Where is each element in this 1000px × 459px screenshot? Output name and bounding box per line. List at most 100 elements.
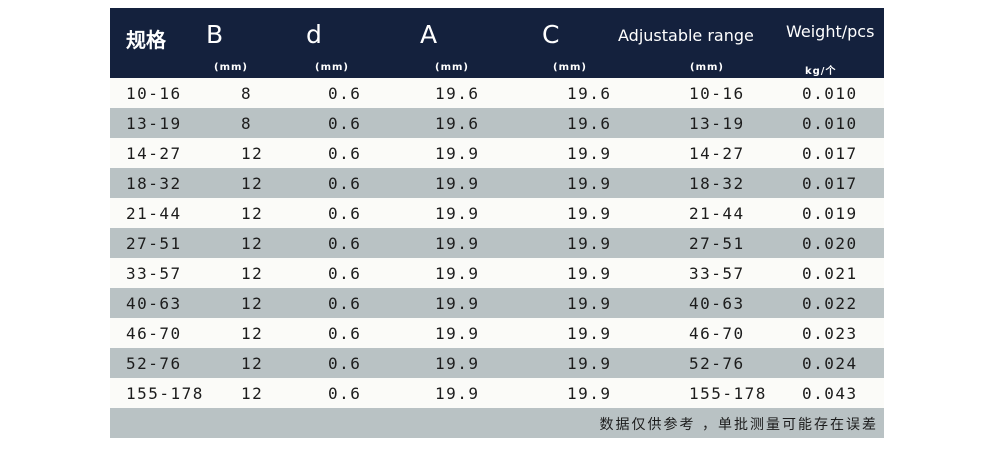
- cell-weight: 0.010: [802, 114, 858, 133]
- cell-c: 19.9: [567, 264, 612, 283]
- cell-weight: 0.021: [802, 264, 858, 283]
- cell-d: 0.6: [328, 84, 362, 103]
- cell-spec: 33-57: [126, 264, 182, 283]
- table-row: 40-63 12 0.6 19.9 19.9 40-63 0.022: [110, 288, 884, 318]
- cell-spec: 27-51: [126, 234, 182, 253]
- cell-range: 18-32: [689, 174, 745, 193]
- cell-a: 19.9: [435, 294, 480, 313]
- cell-b: 12: [241, 234, 264, 253]
- table-header: 规格 B d A C Adjustable range Weight/pcs (…: [110, 8, 884, 78]
- cell-d: 0.6: [328, 144, 362, 163]
- cell-c: 19.6: [567, 114, 612, 133]
- cell-range: 14-27: [689, 144, 745, 163]
- unit-c: (mm): [553, 62, 587, 73]
- cell-b: 12: [241, 174, 264, 193]
- table-row: 33-57 12 0.6 19.9 19.9 33-57 0.021: [110, 258, 884, 288]
- cell-d: 0.6: [328, 174, 362, 193]
- cell-c: 19.9: [567, 234, 612, 253]
- header-spec: 规格: [126, 28, 166, 52]
- cell-spec: 10-16: [126, 84, 182, 103]
- cell-a: 19.9: [435, 264, 480, 283]
- cell-c: 19.6: [567, 84, 612, 103]
- table-row: 46-70 12 0.6 19.9 19.9 46-70 0.023: [110, 318, 884, 348]
- cell-a: 19.9: [435, 144, 480, 163]
- cell-b: 8: [241, 84, 253, 103]
- cell-b: 12: [241, 384, 264, 403]
- cell-b: 8: [241, 114, 253, 133]
- cell-weight: 0.010: [802, 84, 858, 103]
- table-row: 10-16 8 0.6 19.6 19.6 10-16 0.010: [110, 78, 884, 108]
- cell-b: 12: [241, 264, 264, 283]
- cell-d: 0.6: [328, 234, 362, 253]
- cell-a: 19.9: [435, 354, 480, 373]
- cell-range: 21-44: [689, 204, 745, 223]
- cell-weight: 0.043: [802, 384, 858, 403]
- cell-range: 52-76: [689, 354, 745, 373]
- cell-spec: 18-32: [126, 174, 182, 193]
- cell-d: 0.6: [328, 114, 362, 133]
- cell-spec: 40-63: [126, 294, 182, 313]
- unit-d: (mm): [315, 62, 349, 73]
- cell-d: 0.6: [328, 324, 362, 343]
- cell-b: 12: [241, 204, 264, 223]
- cell-b: 12: [241, 144, 264, 163]
- cell-c: 19.9: [567, 174, 612, 193]
- cell-d: 0.6: [328, 204, 362, 223]
- cell-range: 46-70: [689, 324, 745, 343]
- cell-weight: 0.024: [802, 354, 858, 373]
- cell-a: 19.6: [435, 114, 480, 133]
- cell-c: 19.9: [567, 354, 612, 373]
- cell-weight: 0.019: [802, 204, 858, 223]
- cell-weight: 0.022: [802, 294, 858, 313]
- cell-range: 27-51: [689, 234, 745, 253]
- table-row: 155-178 12 0.6 19.9 19.9 155-178 0.043: [110, 378, 884, 408]
- cell-d: 0.6: [328, 354, 362, 373]
- cell-range: 10-16: [689, 84, 745, 103]
- cell-weight: 0.017: [802, 144, 858, 163]
- table-row: 13-19 8 0.6 19.6 19.6 13-19 0.010: [110, 108, 884, 138]
- cell-spec: 13-19: [126, 114, 182, 133]
- cell-a: 19.9: [435, 174, 480, 193]
- table-row: 14-27 12 0.6 19.9 19.9 14-27 0.017: [110, 138, 884, 168]
- cell-c: 19.9: [567, 204, 612, 223]
- table-row: 21-44 12 0.6 19.9 19.9 21-44 0.019: [110, 198, 884, 228]
- header-d: d: [306, 20, 322, 49]
- cell-spec: 46-70: [126, 324, 182, 343]
- header-a: A: [420, 20, 438, 49]
- cell-c: 19.9: [567, 324, 612, 343]
- table-footer: 数据仅供参考 ，单批测量可能存在误差: [110, 408, 884, 438]
- cell-b: 12: [241, 294, 264, 313]
- cell-b: 12: [241, 324, 264, 343]
- unit-b: (mm): [214, 62, 248, 73]
- cell-c: 19.9: [567, 384, 612, 403]
- cell-weight: 0.017: [802, 174, 858, 193]
- cell-d: 0.6: [328, 264, 362, 283]
- cell-range: 13-19: [689, 114, 745, 133]
- header-c: C: [542, 20, 560, 49]
- cell-a: 19.9: [435, 234, 480, 253]
- header-b: B: [206, 20, 224, 49]
- unit-weight: kg/个: [805, 66, 837, 77]
- header-weight: Weight/pcs: [786, 22, 875, 41]
- cell-spec: 21-44: [126, 204, 182, 223]
- cell-range: 33-57: [689, 264, 745, 283]
- table-row: 27-51 12 0.6 19.9 19.9 27-51 0.020: [110, 228, 884, 258]
- disclaimer-note: 数据仅供参考 ，单批测量可能存在误差: [599, 417, 878, 433]
- cell-spec: 155-178: [126, 384, 204, 403]
- cell-c: 19.9: [567, 294, 612, 313]
- cell-weight: 0.020: [802, 234, 858, 253]
- cell-spec: 52-76: [126, 354, 182, 373]
- cell-b: 12: [241, 354, 264, 373]
- cell-a: 19.9: [435, 384, 480, 403]
- cell-a: 19.6: [435, 84, 480, 103]
- cell-c: 19.9: [567, 144, 612, 163]
- cell-spec: 14-27: [126, 144, 182, 163]
- cell-d: 0.6: [328, 294, 362, 313]
- spec-table: 规格 B d A C Adjustable range Weight/pcs (…: [110, 8, 884, 438]
- cell-a: 19.9: [435, 324, 480, 343]
- unit-a: (mm): [435, 62, 469, 73]
- unit-adjustable-range: (mm): [690, 62, 724, 73]
- table-row: 18-32 12 0.6 19.9 19.9 18-32 0.017: [110, 168, 884, 198]
- cell-weight: 0.023: [802, 324, 858, 343]
- header-adjustable-range: Adjustable range: [618, 26, 754, 45]
